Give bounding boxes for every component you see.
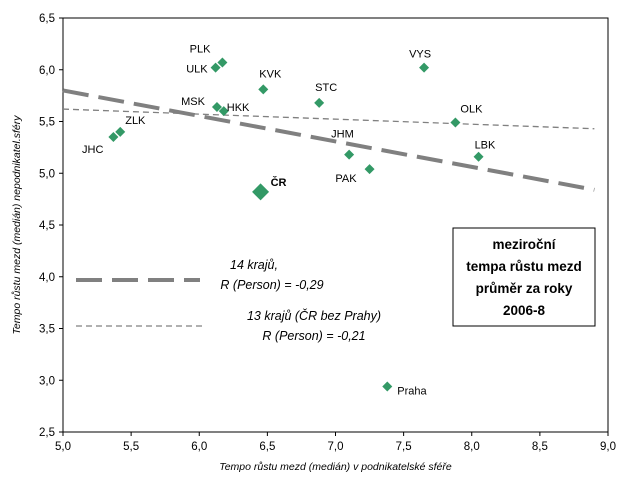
y-tick-label: 4,0: [39, 272, 55, 284]
data-point-label: HKK: [227, 102, 250, 114]
data-point-marker: [108, 132, 119, 143]
annotation-frame: [452, 227, 596, 327]
data-point-label: ZLK: [125, 115, 146, 127]
data-point-marker: [218, 106, 229, 117]
data-point-marker: [419, 62, 430, 73]
y-tick-label: 4,5: [39, 220, 55, 232]
x-tick-label: 6,0: [191, 441, 207, 453]
data-point-label: LBK: [475, 140, 496, 152]
y-tick-label: 5,5: [39, 117, 55, 129]
x-tick-label: 6,5: [259, 441, 275, 453]
data-point-marker: [211, 102, 222, 113]
y-tick-label: 3,0: [39, 375, 55, 387]
data-point-label: ULK: [186, 64, 208, 76]
data-point-label: KVK: [259, 68, 282, 80]
trend-line-1: [62, 88, 595, 192]
x-tick-label: 7,0: [328, 441, 344, 453]
x-axis: 5,0 5,5 6,0 6,5 7,0 7,5 8,0 8,5 9,0: [55, 432, 616, 453]
data-point-label: PAK: [335, 173, 357, 185]
legend-correlation: R (Person) = -0,21: [262, 329, 365, 343]
legend: 14 krajů, R (Person) = -0,29 13 krajů (ČR …: [76, 258, 381, 343]
x-tick-label: 7,5: [396, 441, 412, 453]
y-axis-title: Tempo růstu mezd (medián) nepodnikatel.s…: [11, 115, 23, 335]
data-point-label: OLK: [460, 104, 483, 116]
x-tick-label: 9,0: [600, 441, 616, 453]
data-point-label: MSK: [181, 96, 206, 108]
data-point-label: VYS: [409, 49, 431, 61]
x-tick-label: 5,5: [123, 441, 139, 453]
data-point-marker: [473, 151, 484, 162]
y-tick-label: 6,5: [39, 13, 55, 25]
annotation-text: průměr za roky: [476, 281, 573, 296]
data-point-marker: [344, 149, 355, 160]
legend-correlation: R (Person) = -0,29: [220, 278, 323, 292]
data-point-marker: [382, 381, 393, 392]
y-axis: 2,5 3,0 3,5 4,0 4,5 5,0 5,5 6,0 6,5: [39, 13, 63, 439]
data-point-label: Praha: [397, 385, 427, 397]
x-tick-label: 8,0: [464, 441, 480, 453]
data-point-marker: [450, 117, 461, 128]
data-point-marker: [115, 126, 126, 137]
y-tick-label: 5,0: [39, 168, 55, 180]
data-points: PLK ULK VYS KVK STC MSK HKK OLK ZLK JHC JHM LBK PAK Č…: [82, 44, 496, 398]
data-point-label: STC: [315, 82, 337, 94]
y-tick-label: 2,5: [39, 427, 55, 439]
data-point-marker: [258, 84, 269, 95]
data-point-marker: [364, 164, 375, 175]
data-point-label: JHC: [82, 144, 103, 156]
x-axis-title: Tempo růstu mezd (medián) v podnikatelsk…: [219, 461, 452, 473]
y-tick-label: 6,0: [39, 65, 55, 77]
x-tick-label: 5,0: [55, 441, 71, 453]
data-point-marker: [210, 62, 221, 73]
data-point-label: PLK: [190, 44, 211, 56]
data-point-marker: [217, 57, 228, 68]
trend-line-2: [62, 108, 595, 130]
annotation-box: meziroční tempa růstu mezd průměr za roky 2…: [452, 227, 596, 327]
annotation-text: tempa růstu mezd: [466, 259, 582, 274]
y-tick-label: 3,5: [39, 324, 55, 336]
data-point-label: ČR: [271, 176, 287, 189]
annotation-text: meziroční: [492, 237, 556, 252]
data-point-marker: [252, 183, 270, 201]
legend-label: 13 krajů (ČR bez Prahy): [247, 308, 381, 323]
x-tick-label: 8,5: [532, 441, 548, 453]
legend-label: 14 krajů,: [230, 258, 278, 272]
data-point-label: JHM: [331, 129, 354, 141]
trend-lines: [62, 88, 595, 192]
annotation-text: 2006-8: [503, 303, 546, 318]
data-point-marker: [314, 97, 325, 108]
